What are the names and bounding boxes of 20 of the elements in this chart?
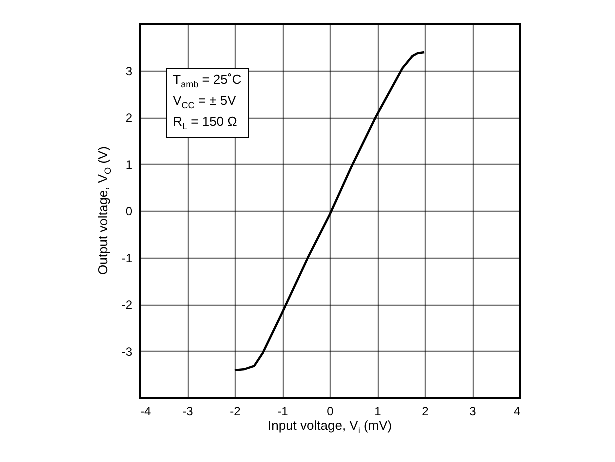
x-tick-label: 0 xyxy=(327,404,334,418)
x-tick-label: 4 xyxy=(514,404,521,418)
y-tick-label: -1 xyxy=(122,251,133,266)
x-tick-label: 3 xyxy=(470,404,477,418)
x-tick-label: 2 xyxy=(422,404,430,418)
annotation: T$_{amb}$ = 25˚C xyxy=(173,72,242,90)
x-axis-title: Input voltage, V$_{i}$ (mV) xyxy=(268,418,392,436)
annotation: V$_{CC}$ = ± 5V xyxy=(173,93,236,111)
y-tick-label: 2 xyxy=(126,111,133,125)
x-tick-label: -1 xyxy=(278,404,289,418)
x-tick-label: -4 xyxy=(140,404,152,418)
y-tick-label: 0 xyxy=(126,204,133,218)
y-tick-label: -3 xyxy=(122,344,133,359)
x-tick-label: -3 xyxy=(182,404,194,418)
y-tick-label: 1 xyxy=(126,158,133,172)
x-tick-label: -2 xyxy=(230,404,242,418)
y-tick-label: -2 xyxy=(122,298,133,312)
x-tick-label: 1 xyxy=(374,404,382,418)
y-tick-label: 3 xyxy=(126,64,133,78)
annotation: R$_{L}$ = 150 Ω xyxy=(173,114,238,132)
